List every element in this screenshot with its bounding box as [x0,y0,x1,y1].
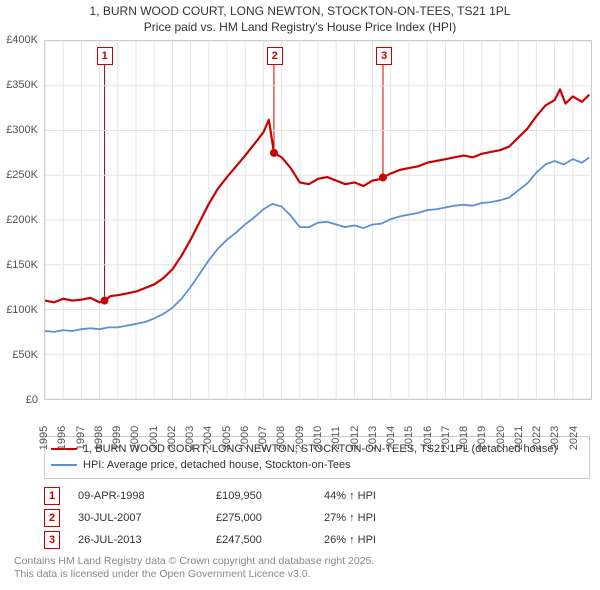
sale-date: 26-JUL-2013 [78,534,198,546]
legend-label: HPI: Average price, detached house, Stoc… [83,457,351,474]
sale-row: 1 09-APR-1998 £109,950 44% ↑ HPI [44,485,590,507]
sale-price: £109,950 [216,490,306,502]
y-axis: £0£50K£100K£150K£200K£250K£300K£350K£400… [0,40,44,400]
y-tick-label: £100K [6,304,38,316]
x-tick-label: 2014 [385,425,397,449]
y-tick-label: £50K [12,349,38,361]
sale-marker-dot [270,148,278,156]
sale-pct-vs-hpi: 44% ↑ HPI [324,490,424,502]
x-tick-label: 1998 [93,425,105,449]
chart-area: £0£50K£100K£150K£200K£250K£300K£350K£400… [0,40,600,430]
x-tick-label: 1999 [111,425,123,449]
sale-marker-dot [101,296,109,304]
x-tick-label: 2013 [367,425,379,449]
sale-price: £247,500 [216,534,306,546]
x-tick-label: 2022 [531,425,543,449]
plot-area: 1 2 3 [44,40,592,400]
x-tick-label: 1997 [75,425,87,449]
x-tick-label: 2003 [184,425,196,449]
x-tick-label: 2019 [476,425,488,449]
x-tick-label: 2011 [330,426,342,450]
sale-row: 2 30-JUL-2007 £275,000 27% ↑ HPI [44,507,590,529]
chart-title-line2: Price paid vs. HM Land Registry's House … [0,20,600,40]
x-tick-label: 2015 [403,425,415,449]
y-tick-label: £350K [6,79,38,91]
footer-line2: This data is licensed under the Open Gov… [14,568,590,582]
x-tick-label: 2000 [129,425,141,449]
y-tick-label: £150K [6,259,38,271]
x-tick-label: 2008 [275,425,287,449]
sale-date: 09-APR-1998 [78,490,198,502]
sale-pct-vs-hpi: 26% ↑ HPI [324,534,424,546]
x-axis: 1995199619971998199920002001200220032004… [44,400,592,430]
x-tick-label: 1995 [38,425,50,449]
footer-attribution: Contains HM Land Registry data © Crown c… [14,555,590,582]
x-tick-label: 2002 [166,425,178,449]
sale-date: 30-JUL-2007 [78,512,198,524]
sale-pct-vs-hpi: 27% ↑ HPI [324,512,424,524]
sale-price: £275,000 [216,512,306,524]
y-tick-label: £400K [6,34,38,46]
sale-index-box: 3 [44,531,60,549]
x-tick-label: 2024 [568,425,580,449]
legend-swatch [51,464,77,466]
sale-index-box: 1 [44,487,60,505]
y-tick-label: £300K [6,124,38,136]
x-tick-label: 2020 [495,425,507,449]
x-tick-label: 2009 [294,425,306,449]
sales-table: 1 09-APR-1998 £109,950 44% ↑ HPI 2 30-JUL-200… [44,485,590,551]
x-tick-label: 2010 [312,425,324,449]
series-hpi [45,157,589,332]
sale-callout-box: 1 [97,47,113,65]
y-tick-label: £0 [26,394,38,406]
sale-callout-box: 2 [267,47,283,65]
x-tick-label: 2006 [239,425,251,449]
y-tick-label: £200K [6,214,38,226]
x-tick-label: 2021 [513,425,525,449]
x-tick-label: 2016 [422,425,434,449]
footer-line1: Contains HM Land Registry data © Crown c… [14,555,590,569]
chart-title-line1: 1, BURN WOOD COURT, LONG NEWTON, STOCKTO… [0,0,600,20]
sale-callout-box: 3 [376,47,392,65]
x-tick-label: 2001 [148,425,160,449]
sale-index-box: 2 [44,509,60,527]
series-price-paid [45,89,589,302]
x-tick-label: 2012 [349,425,361,449]
legend-item: HPI: Average price, detached house, Stoc… [51,457,583,474]
x-tick-label: 2017 [440,425,452,449]
x-tick-label: 1996 [56,425,68,449]
sale-marker-dot [379,173,387,181]
x-tick-label: 2004 [202,425,214,449]
y-tick-label: £250K [6,169,38,181]
sale-row: 3 26-JUL-2013 £247,500 26% ↑ HPI [44,529,590,551]
x-tick-label: 2007 [257,425,269,449]
x-tick-label: 2023 [549,425,561,449]
x-tick-label: 2018 [458,425,470,449]
x-tick-label: 2005 [221,425,233,449]
